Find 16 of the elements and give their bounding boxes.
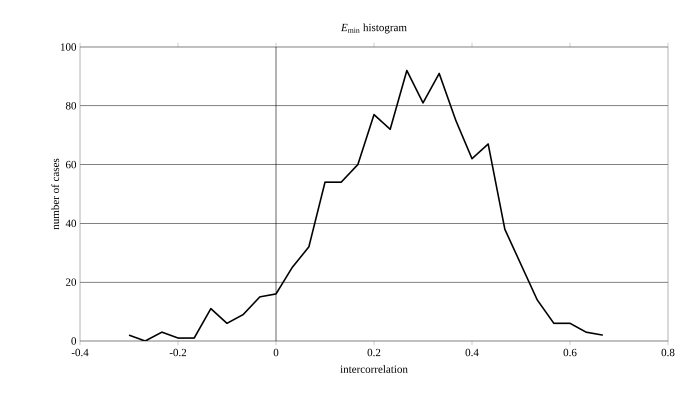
x-tick-label: 0.2 [368, 348, 380, 356]
x-tick-label: 0 [274, 348, 278, 356]
x-tick-label: -0.2 [170, 348, 186, 356]
y-axis-title: number of cases [51, 158, 60, 230]
x-axis-title: intercorrelation [340, 365, 408, 373]
y-tick-label: 0 [71, 337, 76, 345]
x-tick-label: 0.6 [564, 348, 577, 356]
x-tick-label: -0.4 [72, 348, 89, 356]
y-tick-label: 40 [66, 220, 76, 228]
chart-title: E$_{min}$ histogram [340, 23, 407, 34]
y-tick-label: 60 [66, 160, 76, 168]
y-tick-label: 100 [60, 43, 76, 51]
y-tick-label: 80 [66, 102, 76, 110]
x-tick-label: 0.8 [662, 348, 674, 356]
y-tick-label: 20 [66, 278, 76, 286]
x-tick-label: 0.4 [466, 348, 479, 356]
